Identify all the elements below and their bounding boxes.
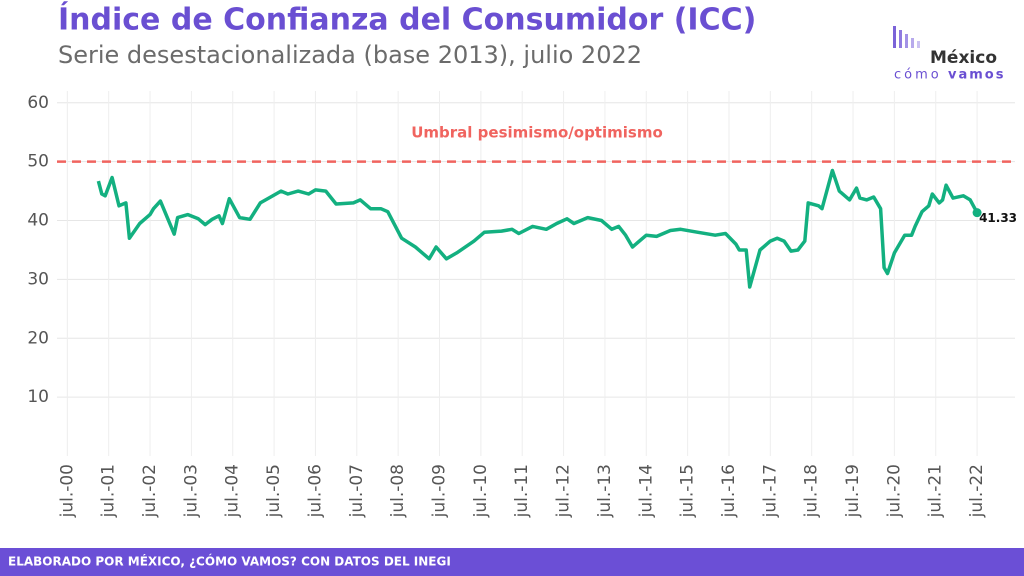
logo-bar (893, 26, 896, 48)
x-tick-label: jul.-11 (512, 464, 532, 518)
logo-text: cómo (894, 68, 942, 83)
x-tick-label: jul.-14 (636, 464, 656, 518)
x-tick-label: jul.-22 (967, 464, 987, 518)
y-tick-label: 20 (27, 328, 49, 348)
chart-title: Índice de Confianza del Consumidor (ICC) (58, 2, 756, 38)
logo-text: vamos (948, 68, 1005, 83)
logo-bar (917, 41, 920, 48)
x-tick-label: jul.-13 (595, 464, 615, 518)
data-line (96, 168, 979, 289)
logo-text: México (930, 48, 997, 68)
x-tick-label: jul.-21 (926, 464, 946, 518)
footer-bar (0, 548, 1024, 576)
x-tick-label: jul.-06 (305, 464, 325, 518)
x-tick-label: jul.-16 (719, 464, 739, 518)
data-label: 41.33 (979, 211, 1017, 225)
x-tick-label: jul.-17 (760, 464, 780, 518)
y-tick-label: 60 (27, 93, 49, 113)
x-tick-label: jul.-10 (471, 464, 491, 518)
x-tick-label: jul.-05 (264, 464, 284, 518)
reference-label: Umbral pesimismo/optimismo (411, 124, 663, 142)
x-tick-label: jul.-20 (884, 464, 904, 518)
x-tick-label: jul.-01 (99, 464, 119, 518)
x-tick-label: jul.-12 (554, 464, 574, 518)
y-tick-label: 40 (27, 211, 49, 231)
x-tick-label: jul.-03 (181, 464, 201, 518)
x-tick-label: jul.-18 (802, 464, 822, 518)
x-tick-label: jul.-00 (57, 464, 77, 518)
end-point (972, 208, 982, 218)
x-tick-label: jul.-19 (843, 464, 863, 518)
y-tick-label: 30 (27, 269, 49, 289)
x-tick-label: jul.-04 (223, 464, 243, 518)
x-tick-label: jul.-08 (388, 464, 408, 518)
x-tick-label: jul.-02 (140, 464, 160, 518)
footer-text: ELABORADO POR MÉXICO, ¿CÓMO VAMOS? CON D… (8, 554, 451, 569)
logo: México cómo vamos (893, 26, 1005, 83)
chart-subtitle: Serie desestacionalizada (base 2013), ju… (58, 41, 642, 69)
logo-bar (899, 30, 902, 48)
logo-bar (905, 34, 908, 48)
x-tick-label: jul.-15 (678, 464, 698, 518)
x-tick-label: jul.-09 (430, 464, 450, 518)
logo-bar (911, 38, 914, 48)
y-tick-label: 50 (27, 152, 49, 172)
y-tick-label: 10 (27, 387, 49, 407)
x-tick-label: jul.-07 (347, 464, 367, 518)
